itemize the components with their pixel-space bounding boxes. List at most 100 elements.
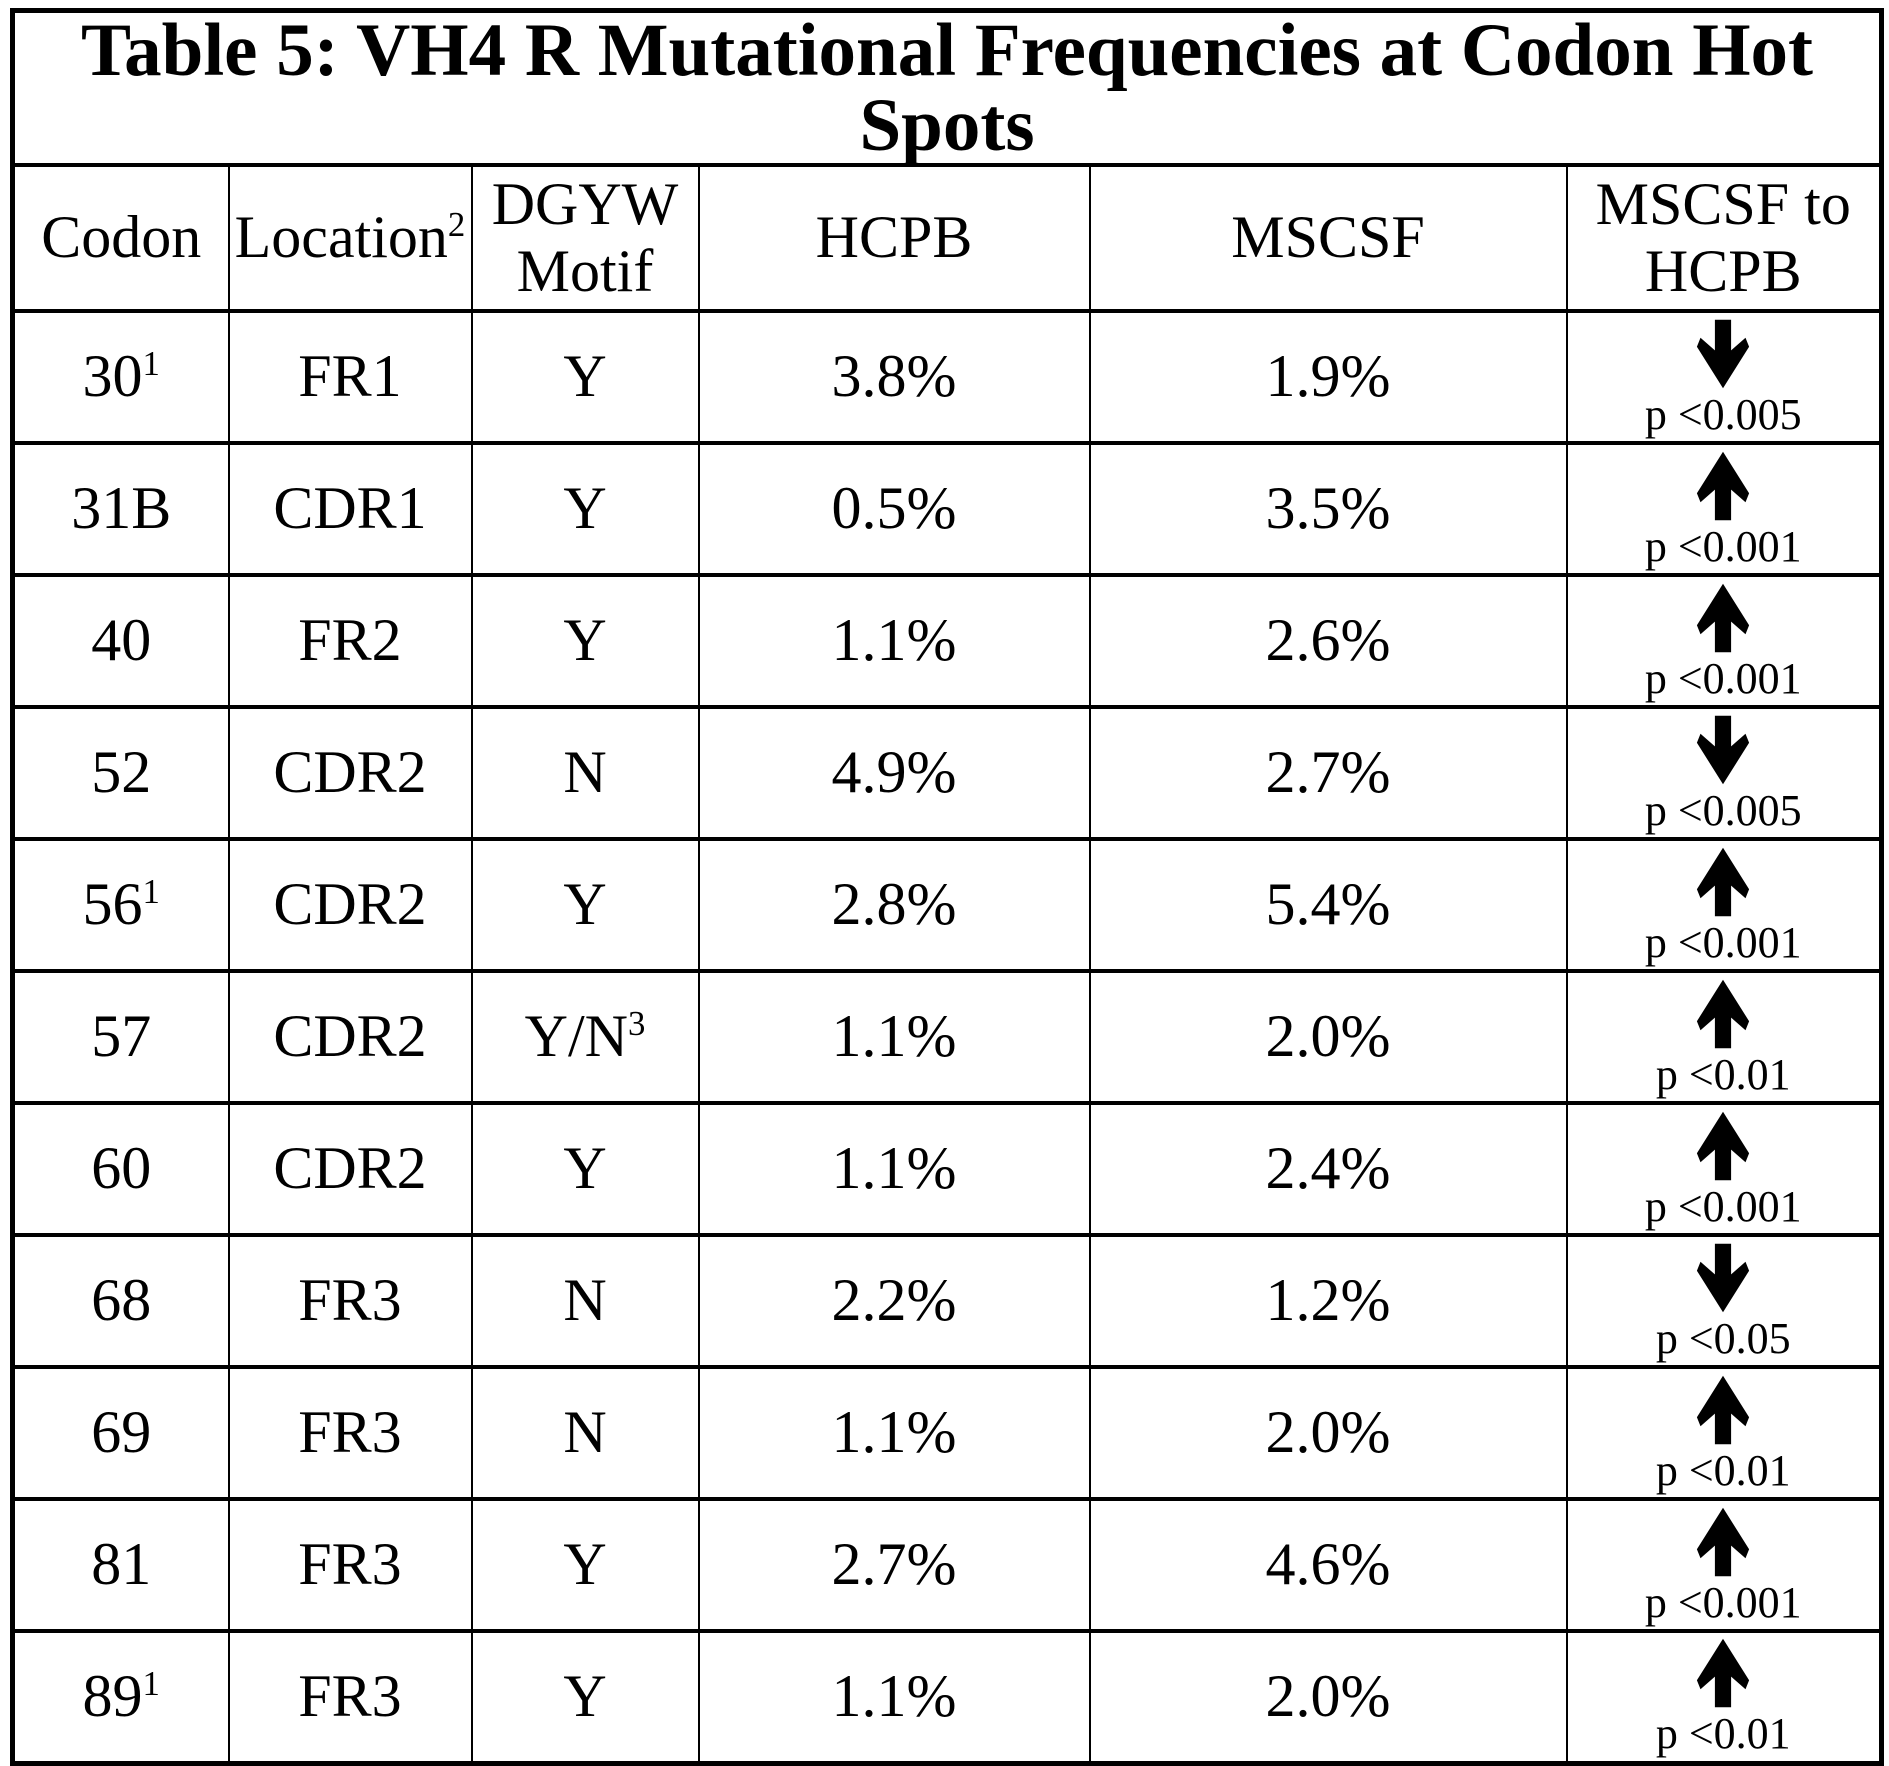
location-cell: CDR2: [227, 837, 473, 973]
trend-arrow-icon: [1696, 846, 1750, 918]
mscsf-cell: 2.0%: [1088, 1629, 1568, 1765]
mscsf-cell: 2.6%: [1088, 573, 1568, 709]
motif-cell: Y: [470, 1629, 700, 1765]
location-cell: FR2: [227, 573, 473, 709]
codon-cell: 69: [11, 1365, 230, 1501]
arrow-up-icon: [1697, 979, 1750, 1048]
mscsf-cell: 1.9%: [1088, 309, 1568, 445]
arrow-up-icon: [1697, 847, 1750, 916]
p-value: p <0.001: [1644, 917, 1802, 967]
motif-cell: Y: [470, 441, 700, 577]
footnote-marker: 1: [142, 344, 160, 384]
codon-cell: 40: [11, 573, 230, 709]
trend-arrow-icon: [1696, 318, 1750, 390]
table-title-row: Table 5: VH4 R Mutational Frequencies at…: [11, 8, 1883, 167]
footnote-marker: 1: [142, 872, 160, 912]
table-row: 81 FR3 Y 2.7% 4.6% p <0.001: [11, 1497, 1883, 1633]
comparison-cell: p <0.005: [1565, 705, 1883, 841]
codon-cell: 891: [11, 1629, 230, 1765]
location-cell: FR3: [227, 1629, 473, 1765]
p-value: p <0.001: [1644, 653, 1802, 703]
location-cell: CDR1: [227, 441, 473, 577]
hcpb-cell: 0.5%: [697, 441, 1091, 577]
table-row: 891 FR3 Y 1.1% 2.0% p <0.01: [11, 1629, 1883, 1765]
comparison-cell: p <0.01: [1565, 1365, 1883, 1501]
comparison-cell: p <0.001: [1565, 441, 1883, 577]
arrow-down-icon: [1697, 1243, 1750, 1312]
location-cell: FR3: [227, 1365, 473, 1501]
comparison-cell: p <0.01: [1565, 1629, 1883, 1765]
p-value: p <0.001: [1644, 521, 1802, 571]
trend-arrow-icon: [1696, 450, 1750, 522]
trend-arrow-icon: [1696, 582, 1750, 654]
codon-cell: 52: [11, 705, 230, 841]
codon-cell: 561: [11, 837, 230, 973]
table-header-row: Codon Location2 DGYW Motif HCPB MSCSF MS…: [11, 163, 1883, 313]
column-header-dgyw-motif: DGYW Motif: [470, 163, 700, 313]
codon-cell: 81: [11, 1497, 230, 1633]
motif-cell: Y: [470, 309, 700, 445]
column-header-hcpb: HCPB: [697, 163, 1091, 313]
mscsf-cell: 3.5%: [1088, 441, 1568, 577]
p-value: p <0.001: [1644, 1181, 1802, 1231]
hcpb-cell: 4.9%: [697, 705, 1091, 841]
comparison-cell: p <0.001: [1565, 1101, 1883, 1237]
trend-arrow-icon: [1696, 1506, 1750, 1578]
location-cell: CDR2: [227, 1101, 473, 1237]
hcpb-cell: 3.8%: [697, 309, 1091, 445]
table-row: 69 FR3 N 1.1% 2.0% p <0.01: [11, 1365, 1883, 1501]
table-row: 31B CDR1 Y 0.5% 3.5% p <0.001: [11, 441, 1883, 577]
trend-arrow-icon: [1696, 1110, 1750, 1182]
mutational-frequencies-table: Table 5: VH4 R Mutational Frequencies at…: [10, 8, 1884, 1766]
motif-cell: Y: [470, 1101, 700, 1237]
hcpb-cell: 1.1%: [697, 1629, 1091, 1765]
p-value: p <0.005: [1644, 389, 1802, 439]
arrow-up-icon: [1697, 1507, 1750, 1576]
location-cell: FR3: [227, 1497, 473, 1633]
comparison-cell: p <0.001: [1565, 1497, 1883, 1633]
mscsf-cell: 2.0%: [1088, 969, 1568, 1105]
motif-cell: N: [470, 1365, 700, 1501]
column-header-mscsf: MSCSF: [1088, 163, 1568, 313]
comparison-cell: p <0.001: [1565, 573, 1883, 709]
location-footnote-marker: 2: [447, 205, 466, 245]
location-cell: CDR2: [227, 969, 473, 1105]
table-title: Table 5: VH4 R Mutational Frequencies at…: [11, 8, 1883, 167]
p-value: p <0.005: [1644, 785, 1802, 835]
footnote-marker: 1: [142, 1664, 160, 1704]
motif-cell: Y/N3: [470, 969, 700, 1105]
arrow-down-icon: [1697, 319, 1750, 388]
hcpb-cell: 1.1%: [697, 1101, 1091, 1237]
column-header-codon: Codon: [11, 163, 230, 313]
location-cell: FR1: [227, 309, 473, 445]
comparison-cell: p <0.01: [1565, 969, 1883, 1105]
motif-cell: N: [470, 705, 700, 841]
arrow-up-icon: [1697, 1639, 1750, 1708]
p-value: p <0.001: [1644, 1577, 1802, 1627]
p-value: p <0.01: [1655, 1049, 1791, 1099]
comparison-cell: p <0.05: [1565, 1233, 1883, 1369]
mscsf-cell: 2.7%: [1088, 705, 1568, 841]
hcpb-cell: 1.1%: [697, 969, 1091, 1105]
arrow-up-icon: [1697, 1111, 1750, 1180]
mscsf-cell: 5.4%: [1088, 837, 1568, 973]
trend-arrow-icon: [1696, 714, 1750, 786]
trend-arrow-icon: [1696, 1374, 1750, 1446]
table-row: 60 CDR2 Y 1.1% 2.4% p <0.001: [11, 1101, 1883, 1237]
motif-cell: Y: [470, 837, 700, 973]
table-row: 52 CDR2 N 4.9% 2.7% p <0.005: [11, 705, 1883, 841]
comparison-cell: p <0.001: [1565, 837, 1883, 973]
hcpb-cell: 2.7%: [697, 1497, 1091, 1633]
mscsf-cell: 1.2%: [1088, 1233, 1568, 1369]
trend-arrow-icon: [1696, 1637, 1750, 1709]
codon-cell: 68: [11, 1233, 230, 1369]
motif-cell: Y: [470, 573, 700, 709]
column-header-comparison: MSCSF to HCPB: [1565, 163, 1883, 313]
table-row: 68 FR3 N 2.2% 1.2% p <0.05: [11, 1233, 1883, 1369]
codon-cell: 31B: [11, 441, 230, 577]
arrow-up-icon: [1697, 451, 1750, 520]
comparison-cell: p <0.005: [1565, 309, 1883, 445]
codon-cell: 57: [11, 969, 230, 1105]
table-row: 57 CDR2 Y/N3 1.1% 2.0% p <0.01: [11, 969, 1883, 1105]
hcpb-cell: 1.1%: [697, 573, 1091, 709]
